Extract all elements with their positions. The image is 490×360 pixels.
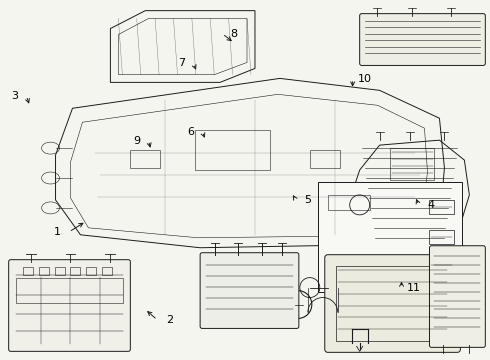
- FancyBboxPatch shape: [200, 253, 299, 328]
- FancyBboxPatch shape: [429, 246, 485, 347]
- Bar: [429, 200, 454, 214]
- Bar: [195, 130, 270, 170]
- Text: 3: 3: [11, 91, 18, 101]
- FancyBboxPatch shape: [325, 255, 461, 352]
- Text: 1: 1: [53, 227, 60, 237]
- FancyBboxPatch shape: [360, 14, 485, 66]
- Bar: [130, 150, 160, 168]
- Bar: [336, 266, 449, 341]
- Bar: [54, 267, 65, 275]
- Bar: [16, 278, 123, 302]
- Text: 7: 7: [178, 58, 185, 68]
- Bar: [23, 267, 33, 275]
- Text: 6: 6: [187, 127, 194, 136]
- Text: 10: 10: [358, 74, 372, 84]
- FancyBboxPatch shape: [9, 260, 130, 351]
- Text: 4: 4: [427, 200, 434, 210]
- Bar: [318, 182, 463, 292]
- Bar: [39, 267, 49, 275]
- Bar: [71, 267, 80, 275]
- Bar: [86, 267, 97, 275]
- Text: 5: 5: [304, 195, 311, 205]
- Text: 8: 8: [231, 29, 238, 39]
- Text: 9: 9: [133, 136, 140, 145]
- Bar: [429, 230, 454, 244]
- Text: 11: 11: [407, 283, 420, 293]
- Bar: [429, 258, 454, 272]
- Bar: [310, 150, 340, 168]
- Bar: [390, 148, 435, 180]
- Text: 2: 2: [166, 315, 173, 325]
- Bar: [102, 267, 112, 275]
